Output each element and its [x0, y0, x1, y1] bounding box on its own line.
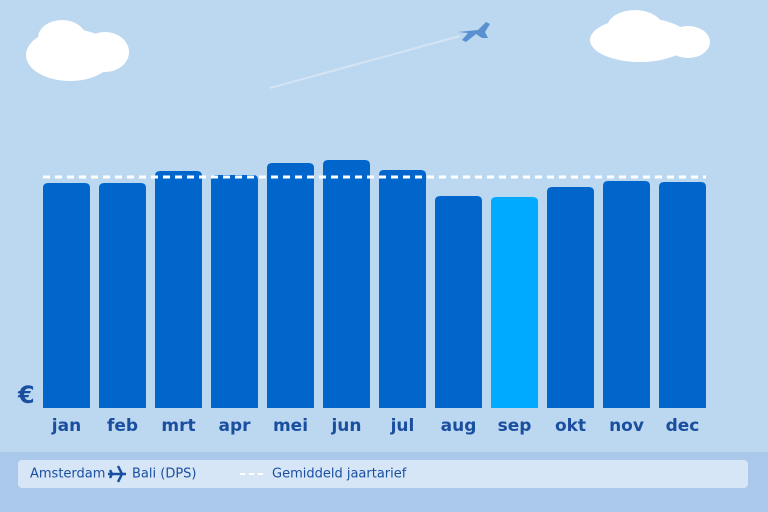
legend-origin: Amsterdam [30, 467, 105, 482]
x-tick-label: jun [330, 416, 361, 436]
bar [435, 196, 482, 408]
bar [659, 182, 706, 408]
cloud [590, 10, 710, 62]
x-tick-label: apr [218, 416, 251, 436]
route-plane-icon [108, 465, 126, 483]
x-tick-label: sep [498, 416, 532, 436]
legend [18, 460, 748, 488]
legend-average: Gemiddeld jaartarief [272, 467, 407, 482]
legend-destination: Bali (DPS) [132, 467, 197, 482]
bar [491, 197, 538, 408]
x-tick-label: dec [666, 416, 700, 436]
x-tick-label: okt [555, 416, 586, 436]
currency-label: € [17, 381, 35, 409]
bar [379, 170, 426, 408]
x-tick-label: mei [273, 416, 308, 436]
x-tick-label: jul [390, 416, 415, 436]
bar [43, 183, 90, 408]
bar [267, 163, 314, 408]
bar [211, 175, 258, 408]
x-tick-label: nov [609, 416, 644, 436]
bar [547, 187, 594, 408]
bar [323, 160, 370, 408]
x-tick-label: feb [107, 416, 138, 436]
x-tick-label: aug [441, 416, 477, 436]
bar [603, 181, 650, 408]
plane-icon [458, 22, 490, 42]
bar [99, 183, 146, 408]
bar [155, 171, 202, 408]
contrail [269, 35, 461, 89]
cloud [26, 20, 129, 81]
x-tick-label: jan [51, 416, 81, 436]
x-tick-label: mrt [161, 416, 195, 436]
